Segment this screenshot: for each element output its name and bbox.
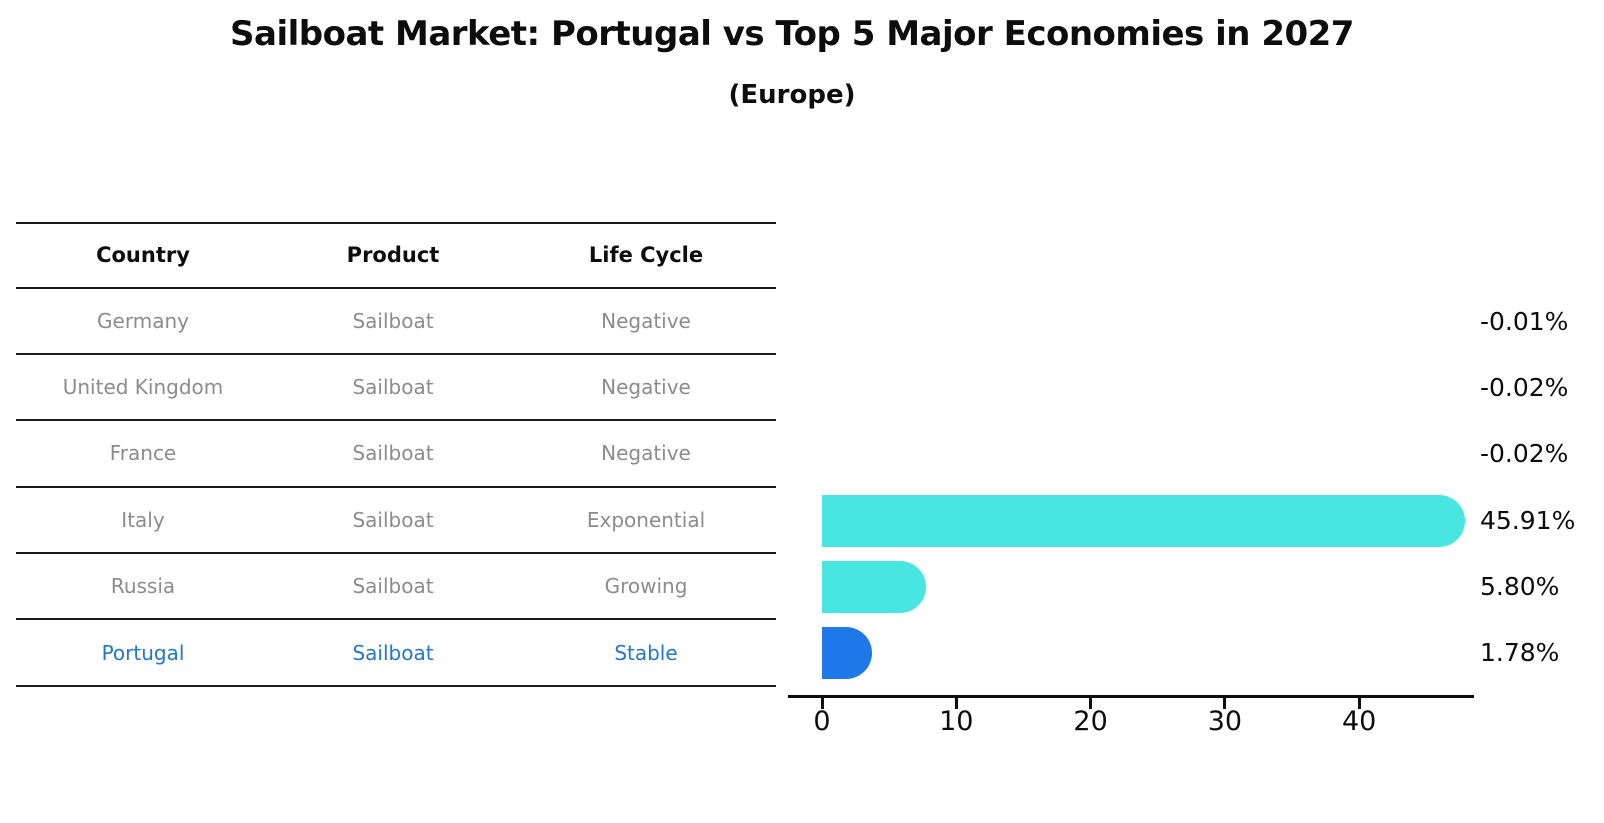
cell-country: Germany — [97, 308, 189, 333]
bar-russia — [822, 560, 926, 613]
page-title: Sailboat Market: Portugal vs Top 5 Major… — [230, 14, 1354, 54]
cell-lifecycle: Negative — [601, 441, 691, 466]
x-axis-tick — [820, 695, 824, 709]
x-axis-tick-label: 30 — [1207, 706, 1243, 737]
table-row: Portugal Sailboat Stable — [16, 620, 776, 687]
cell-product: Sailboat — [352, 441, 434, 466]
page-subtitle: (Europe) — [728, 80, 856, 110]
value-label: 45.91% — [1480, 505, 1576, 535]
bar-italy — [822, 494, 1465, 547]
cell-lifecycle: Growing — [604, 574, 688, 599]
table-row: France Sailboat Negative — [16, 421, 776, 488]
table-header-row: Country Product Life Cycle — [16, 222, 776, 289]
x-axis-tick — [1089, 695, 1093, 709]
data-table: Country Product Life Cycle Germany Sailb… — [16, 222, 776, 687]
table-row: Germany Sailboat Negative — [16, 289, 776, 355]
x-axis-tick — [954, 695, 958, 709]
value-label: 1.78% — [1480, 638, 1560, 668]
cell-country: Italy — [121, 507, 165, 532]
x-axis-line — [788, 695, 1474, 698]
cell-product: Sailboat — [352, 308, 434, 333]
table-row: United Kingdom Sailboat Negative — [16, 355, 776, 422]
cell-product: Sailboat — [352, 507, 434, 532]
value-label: -0.02% — [1480, 372, 1569, 402]
value-label: -0.02% — [1480, 439, 1569, 469]
cell-lifecycle: Stable — [614, 640, 678, 665]
x-axis-tick-label: 40 — [1342, 706, 1377, 737]
value-label: 5.80% — [1480, 571, 1560, 601]
table-row: Russia Sailboat Growing — [16, 554, 776, 621]
cell-lifecycle: Exponential — [586, 507, 706, 532]
x-axis-tick-label: 20 — [1073, 706, 1108, 737]
cell-lifecycle: Negative — [601, 375, 691, 400]
x-axis-tick — [1357, 695, 1361, 709]
cell-country: Russia — [110, 574, 176, 599]
cell-country: France — [109, 441, 177, 466]
header-lifecycle: Life Cycle — [588, 243, 704, 268]
cell-lifecycle: Negative — [601, 308, 691, 333]
cell-product: Sailboat — [352, 375, 434, 400]
x-axis-tick-label: 10 — [939, 706, 974, 737]
bar-portugal — [822, 627, 872, 680]
cell-country: Portugal — [101, 640, 185, 665]
x-axis-tick-label: 0 — [813, 706, 831, 737]
x-axis-tick — [1223, 695, 1227, 709]
value-label: -0.01% — [1480, 306, 1569, 336]
cell-country: United Kingdom — [62, 375, 224, 400]
header-product: Product — [346, 243, 440, 268]
table-row: Italy Sailboat Exponential — [16, 488, 776, 555]
header-country: Country — [96, 243, 190, 268]
cell-product: Sailboat — [352, 574, 434, 599]
cell-product: Sailboat — [352, 640, 434, 665]
